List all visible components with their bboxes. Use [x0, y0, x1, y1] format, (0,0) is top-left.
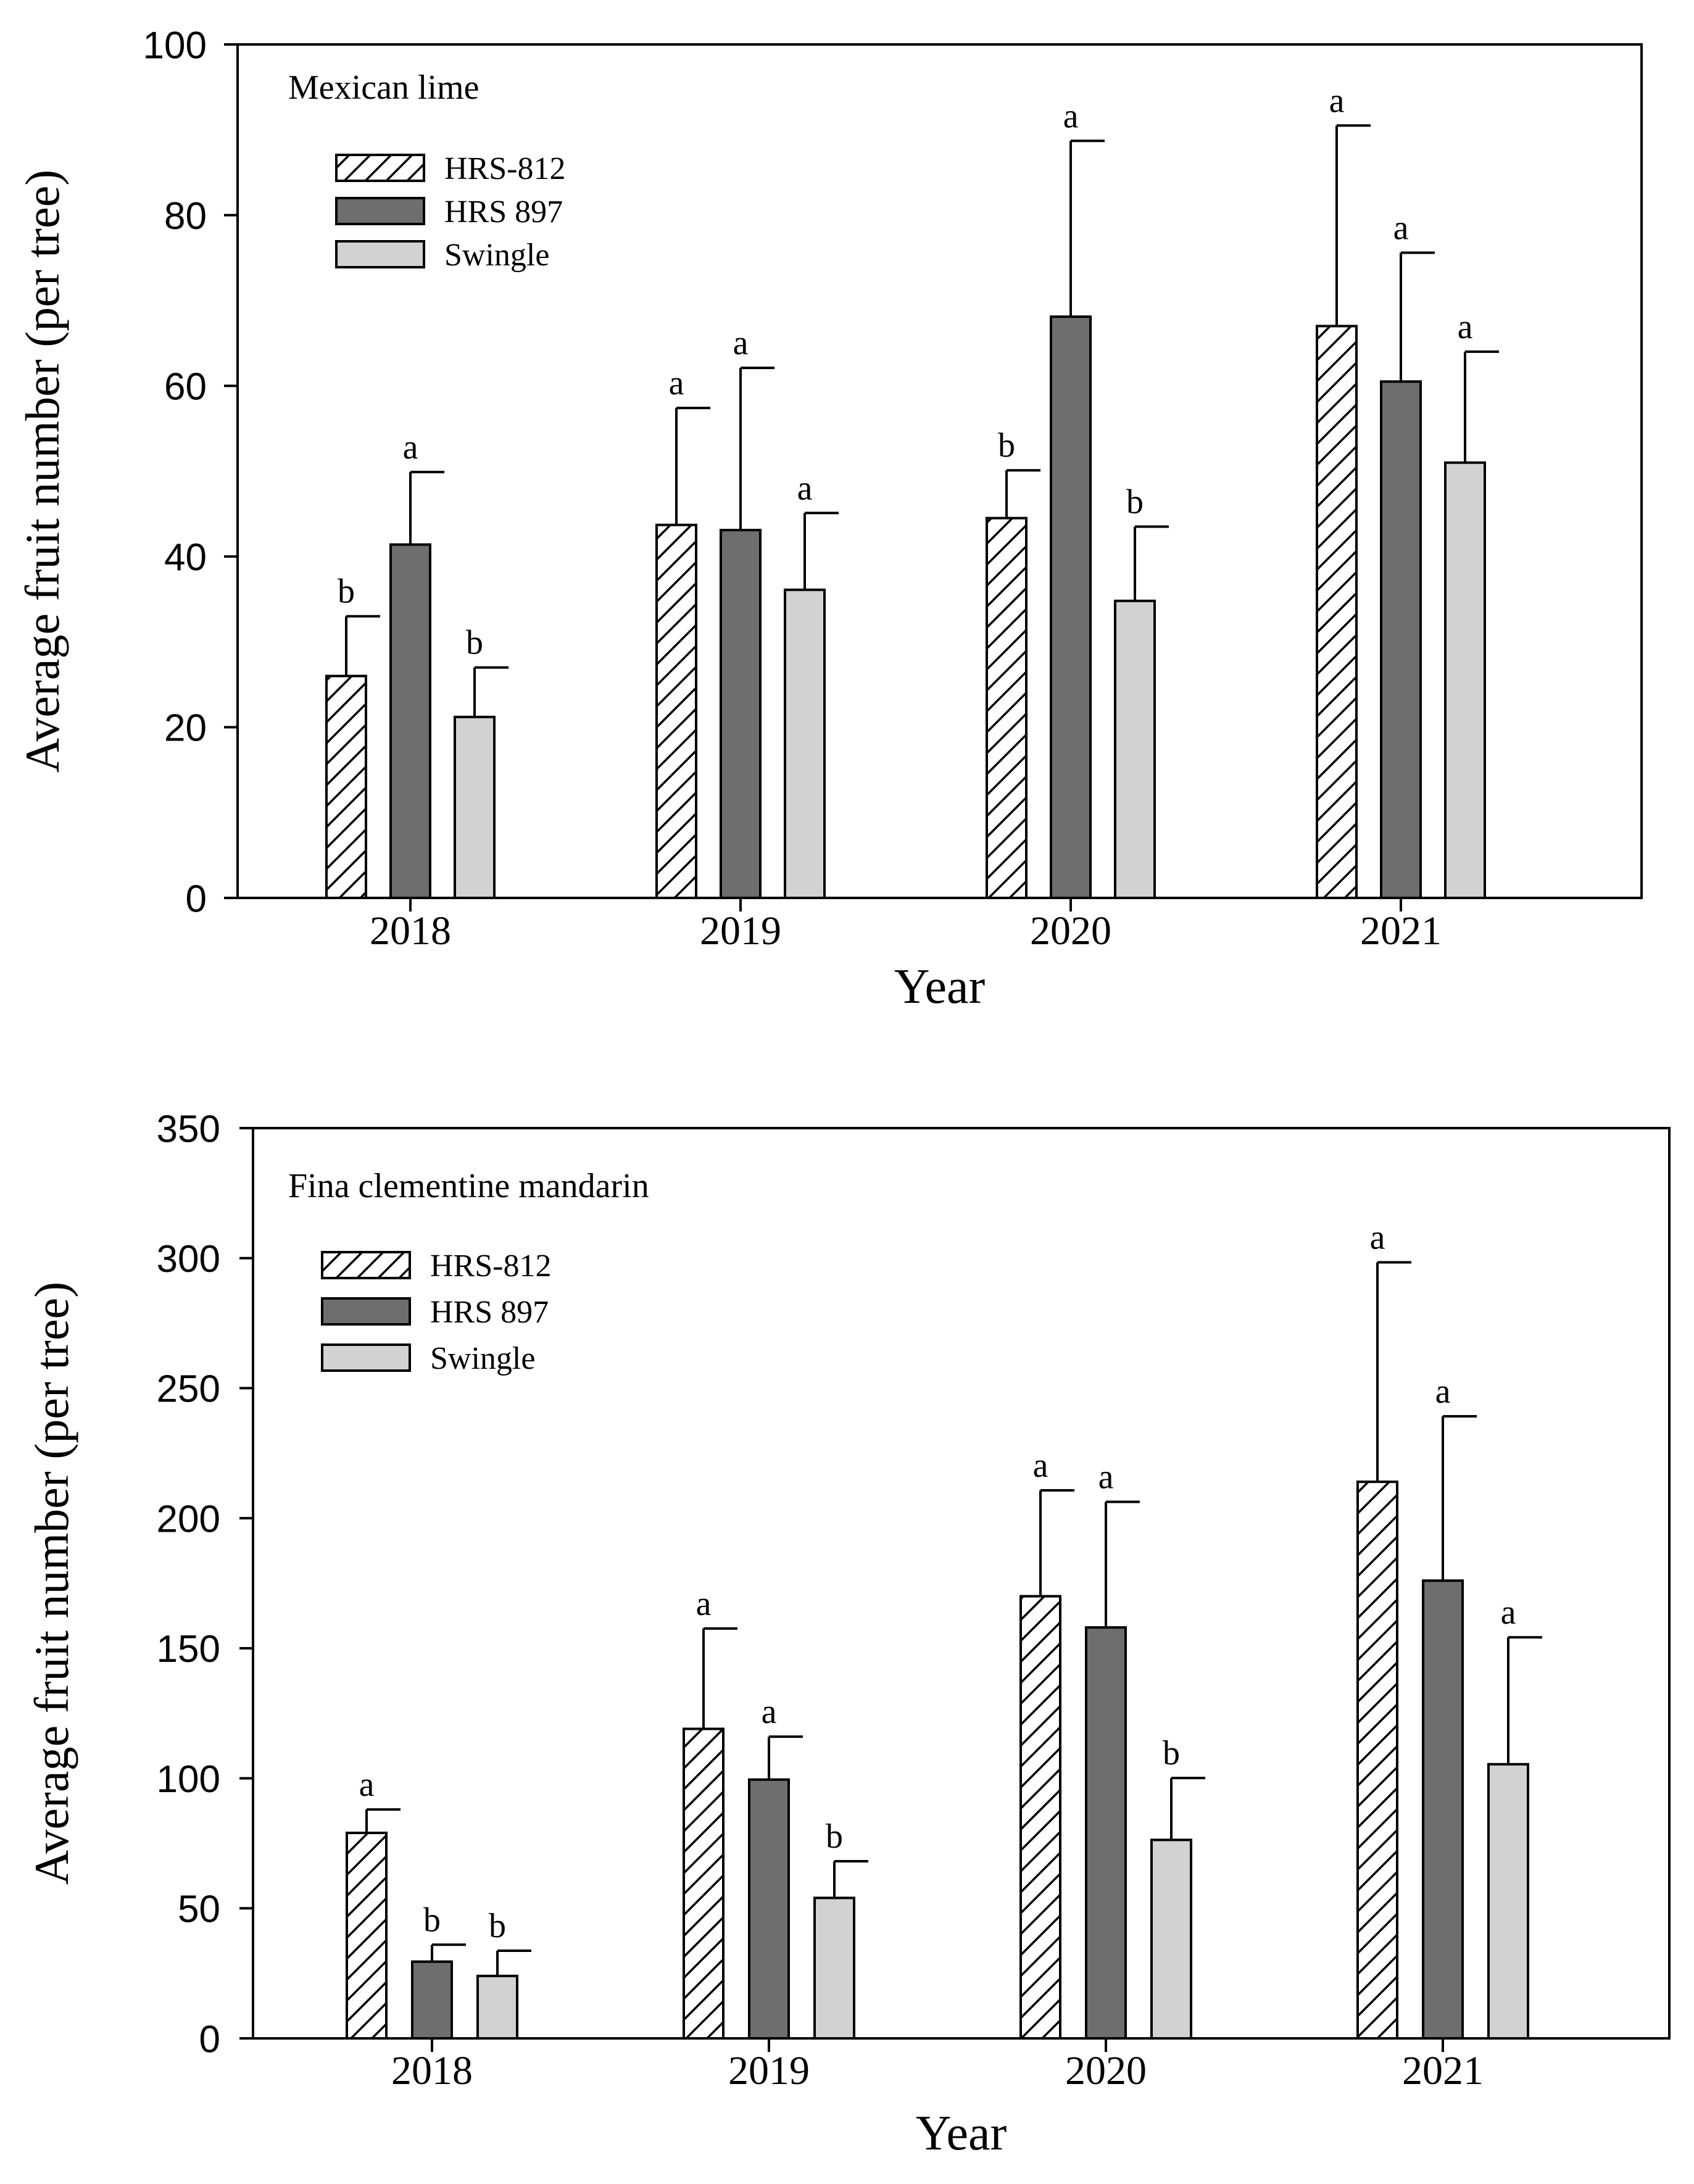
bar-hrs-812	[346, 1832, 388, 2040]
significance-letter: a	[1501, 1593, 1516, 1632]
legend-label: HRS-812	[444, 151, 565, 186]
significance-letter: a	[1393, 209, 1409, 247]
y-tick-label: 40	[164, 536, 207, 579]
y-tick-label: 0	[199, 2018, 220, 2061]
significance-letter: a	[669, 364, 684, 402]
x-tick-label: 2021	[1360, 908, 1442, 953]
bar-swingle	[1444, 461, 1486, 899]
chart-title: Mexican lime	[288, 69, 479, 107]
legend-label: HRS-812	[430, 1248, 551, 1284]
x-tick-label: 2021	[1402, 2048, 1484, 2093]
bar-hrs-812	[1019, 1595, 1061, 2040]
y-tick-label: 80	[164, 195, 207, 238]
x-tick-label: 2020	[1065, 2048, 1147, 2093]
significance-letter: b	[489, 1907, 506, 1945]
significance-letter: b	[1163, 1734, 1180, 1772]
y-tick-label: 200	[157, 1498, 220, 1540]
y-tick-label: 100	[143, 24, 207, 67]
significance-letter: a	[696, 1585, 712, 1623]
significance-letter: b	[338, 573, 355, 611]
bar-hrs-812	[683, 1727, 725, 2040]
significance-letter: a	[1033, 1447, 1048, 1485]
x-tick-label: 2020	[1030, 908, 1111, 953]
bar-swingle	[454, 715, 496, 899]
charts-root: 0 20 40 60 80 100 2018 2019 2020 2021 Year Average …	[15, 24, 1671, 2161]
chart-title: Fina clementine mandarin	[288, 1167, 649, 1205]
y-tick-label: 150	[157, 1628, 220, 1671]
legend-swatch	[321, 1251, 411, 1279]
legend-swatch	[335, 197, 425, 225]
y-tick-label: 300	[157, 1238, 220, 1281]
significance-letter: a	[1098, 1458, 1114, 1497]
bar-hrs-897	[748, 1778, 790, 2040]
significance-letter: b	[826, 1817, 843, 1856]
bar-hrs-812	[1316, 325, 1358, 899]
significance-letter: a	[1435, 1372, 1451, 1411]
significance-letter: a	[762, 1693, 777, 1731]
significance-letter: b	[998, 426, 1015, 465]
bar-hrs-812	[986, 517, 1028, 899]
legend: HRS-812 HRS 897 Swingle	[321, 1248, 551, 1376]
bar-hrs-897	[389, 543, 431, 899]
significance-letter: a	[359, 1766, 375, 1804]
y-tick-label: 350	[157, 1108, 220, 1150]
bar-swingle	[813, 1896, 855, 2040]
significance-letter: b	[1126, 483, 1144, 521]
legend-swatch	[321, 1297, 411, 1326]
x-tick-label: 2018	[370, 908, 451, 953]
y-axis-label: Average fruit number (per tree)	[25, 1282, 78, 1885]
x-axis-label: Year	[916, 2106, 1007, 2161]
chart-2: 0 50 100 150 200 250 300 350 2018 2019 2020 2021 Yea…	[25, 1108, 1671, 2161]
bar-hrs-812	[1356, 1480, 1398, 2040]
legend-swatch	[321, 1343, 411, 1372]
legend-label: HRS 897	[430, 1295, 549, 1330]
y-tick-label: 20	[164, 707, 207, 750]
legend-swatch	[335, 240, 425, 268]
bar-swingle	[476, 1974, 518, 2040]
x-tick-label: 2019	[700, 908, 781, 953]
bar-swingle	[1487, 1763, 1529, 2040]
significance-letter: a	[1329, 81, 1345, 120]
legend-label: Swingle	[444, 238, 549, 273]
bar-hrs-897	[720, 528, 762, 899]
y-tick-label: 100	[157, 1758, 220, 1801]
plot-frame	[236, 43, 1643, 899]
bar-hrs-897	[1050, 315, 1092, 899]
bar-hrs-897	[1085, 1626, 1127, 2040]
x-tick-label: 2018	[391, 2048, 473, 2093]
x-tick-label: 2019	[728, 2048, 810, 2093]
significance-letter: b	[466, 624, 483, 662]
significance-letter: a	[733, 324, 749, 362]
legend-swatch	[335, 154, 425, 182]
significance-letter: b	[423, 1901, 441, 1939]
chart-1: 0 20 40 60 80 100 2018 2019 2020 2021 Year Average …	[15, 24, 1643, 1014]
bar-swingle	[1114, 599, 1156, 899]
y-tick-label: 250	[157, 1368, 220, 1411]
significance-letter: a	[797, 469, 813, 507]
y-tick-label: 0	[186, 878, 207, 920]
bar-hrs-812	[325, 675, 367, 900]
legend: HRS-812 HRS 897 Swingle	[335, 151, 565, 273]
significance-letter: a	[1370, 1218, 1385, 1256]
y-axis-label: Average fruit number (per tree)	[15, 170, 69, 773]
legend-label: Swingle	[430, 1341, 535, 1376]
bar-swingle	[784, 588, 826, 899]
significance-letter: a	[1458, 308, 1473, 346]
significance-letter: a	[403, 428, 418, 467]
plot-frame	[252, 1127, 1671, 2040]
significance-letter: a	[1063, 97, 1079, 135]
x-axis-label: Year	[894, 960, 985, 1014]
legend-label: HRS 897	[444, 194, 563, 230]
y-tick-label: 60	[164, 366, 207, 409]
y-tick-label: 50	[178, 1888, 220, 1931]
bar-hrs-897	[1380, 380, 1422, 899]
bar-hrs-812	[655, 523, 697, 899]
bar-hrs-897	[411, 1960, 453, 2040]
bar-swingle	[1150, 1838, 1192, 2040]
bar-hrs-897	[1422, 1579, 1464, 2040]
